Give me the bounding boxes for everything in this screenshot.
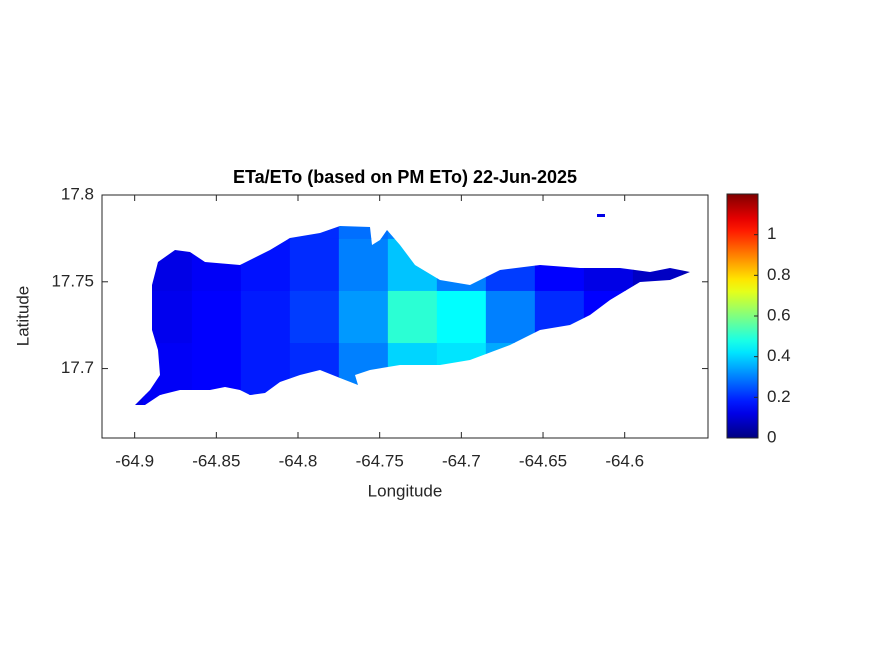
raster-cell: [289, 238, 340, 291]
colorbar-tick-label: 0: [767, 427, 776, 446]
colorbar: [726, 193, 759, 439]
y-axis-label: Latitude: [13, 286, 32, 347]
x-tick-label: -64.65: [519, 451, 567, 470]
x-tick-label: -64.9: [115, 451, 154, 470]
raster-cell: [436, 290, 487, 344]
colorbar-tick-label: 0.4: [767, 346, 791, 365]
raster-cell: [338, 290, 389, 344]
raster-cell: [338, 238, 389, 291]
raster-cell: [240, 290, 291, 344]
raster-cell: [191, 342, 242, 396]
chart-title: ETa/ETo (based on PM ETo) 22-Jun-2025: [233, 167, 577, 187]
x-tick-label: -64.8: [279, 451, 318, 470]
raster-cell: [191, 290, 242, 344]
raster-cell: [485, 290, 536, 344]
x-axis-label: Longitude: [368, 481, 443, 500]
x-tick-label: -64.85: [192, 451, 240, 470]
raster-cell: [289, 290, 340, 344]
raster-cell: [387, 290, 438, 344]
y-tick-label: 17.7: [61, 358, 94, 377]
colorbar-tick-label: 0.2: [767, 387, 791, 406]
colorbar-tick-label: 1: [767, 224, 776, 243]
colorbar-tick-label: 0.6: [767, 305, 791, 324]
colorbar-tick-label: 0.8: [767, 265, 791, 284]
x-tick-label: -64.75: [356, 451, 404, 470]
x-tick-label: -64.7: [442, 451, 481, 470]
y-tick-label: 17.75: [51, 271, 94, 290]
y-tick-label: 17.8: [61, 184, 94, 203]
x-tick-label: -64.6: [605, 451, 644, 470]
